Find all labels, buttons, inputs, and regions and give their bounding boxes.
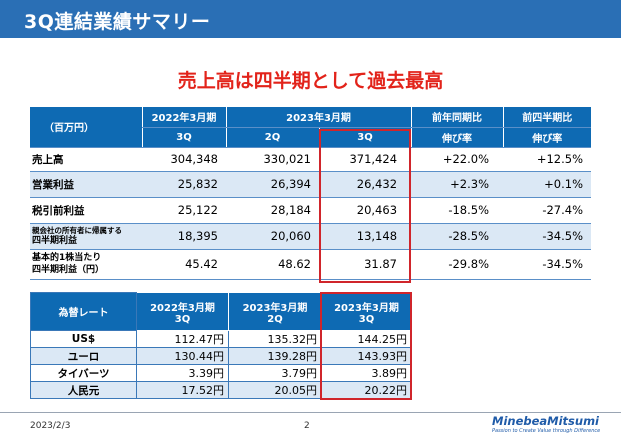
cell-value: 13,148 [319,223,412,250]
cell-value: 45.42 [142,249,226,280]
highlight-box-fx-current-quarter [320,292,412,400]
cell-value: +2.3% [411,171,504,198]
cell-value: 20,060 [226,223,319,250]
highlight-box-current-quarter [319,129,411,283]
col-q2: 2Q [225,127,319,148]
cell-value: +22.0% [411,147,504,172]
row-label: 営業利益 [30,171,142,198]
table-row: 営業利益 25,832 26,394 26,432 +2.3% +0.1% [30,171,592,198]
col-q3-prev: 3Q [141,127,226,148]
cell-value: -18.5% [411,197,504,224]
cell-value: 26,394 [226,171,319,198]
cell-value: +0.1% [503,171,592,198]
slide-title: 3Q連結業績サマリー [24,11,211,33]
row-label-line1: 親会社の所有者に帰属する [32,226,122,235]
cell-value: 371,424 [319,147,412,172]
cell-value: 330,021 [226,147,319,172]
headline: 売上高は四半期として過去最高 [177,70,444,92]
fx-col-line1: 2022年3月期 [150,302,215,314]
fx-col-line2: 3Q [174,313,191,325]
page-number: 2 [304,421,310,431]
cell-value: 28,184 [226,197,319,224]
table-row: 税引前利益 25,122 28,184 20,463 -18.5% -27.4% [30,197,592,224]
fx-currency: タイバーツ [30,364,137,382]
cell-value: 304,348 [142,147,226,172]
cell-value: -28.5% [411,223,504,250]
cell-value: 112.47円 [136,330,229,348]
table-row: ユーロ 130.44円 139.28円 143.93円 [30,347,412,365]
cell-value: -29.8% [411,249,504,280]
fx-rate-table: 為替レート 2022年3月期 3Q 2023年3月期 2Q 2023年3月期 3… [30,292,412,399]
col-fy2023: 2023年3月期 [225,107,412,128]
row-label: 基本的1株当たり 四半期利益（円） [30,249,142,280]
cell-value: 25,122 [142,197,226,224]
row-label-line2: 四半期利益 [32,236,78,246]
fx-col-line2: 2Q [267,313,283,325]
table-row: タイバーツ 3.39円 3.79円 3.89円 [30,364,412,382]
cell-value: 20,463 [319,197,412,224]
company-tagline: Passion to Create Value through Differen… [492,428,601,434]
row-label: 売上高 [30,147,142,172]
fx-currency: US$ [30,330,137,348]
col-fy2022: 2022年3月期 [141,107,226,128]
table-row: 基本的1株当たり 四半期利益（円） 45.42 48.62 31.87 -29.… [30,249,592,280]
cell-value: 130.44円 [136,347,229,365]
cell-value: -27.4% [503,197,592,224]
cell-value: 3.79円 [228,364,322,382]
fx-col: 2023年3月期 3Q [321,292,412,331]
col-qoq-line2: 伸び率 [502,127,592,148]
unit-label: （百万円） [30,107,142,148]
cell-value: -34.5% [503,249,592,280]
footer-date: 2023/2/3 [30,421,71,431]
col-yoy-line2: 伸び率 [410,127,504,148]
table-row: 売上高 304,348 330,021 371,424 +22.0% +12.5… [30,147,592,172]
fx-col-line1: 2023年3月期 [334,302,399,314]
cell-value: 26,432 [319,171,412,198]
fx-col-line1: 2023年3月期 [242,302,308,314]
col-qoq-line1: 前四半期比 [502,107,592,128]
fx-currency: ユーロ [30,347,137,365]
fx-title: 為替レート [30,292,137,331]
cell-value: 135.32円 [228,330,322,348]
footer-divider [0,412,621,413]
results-table: （百万円） 2022年3月期 2023年3月期 前年同期比 前四半期比 3Q 2… [30,107,592,280]
row-label-line1: 基本的1株当たり [32,253,102,263]
row-label: 親会社の所有者に帰属する 四半期利益 [30,223,142,250]
cell-value: 139.28円 [228,347,322,365]
cell-value: +12.5% [503,147,592,172]
table-row: 親会社の所有者に帰属する 四半期利益 18,395 20,060 13,148 … [30,223,592,250]
fx-col: 2023年3月期 2Q [228,292,322,331]
cell-value: 17.52円 [136,381,229,399]
col-yoy-line1: 前年同期比 [410,107,504,128]
row-label-line2: 四半期利益（円） [32,265,105,275]
cell-value: -34.5% [503,223,592,250]
company-logo: MinebeaMitsumi [492,414,600,428]
fx-currency: 人民元 [30,381,137,399]
fx-col-line2: 3Q [358,313,375,325]
slide-header: 3Q連結業績サマリー [0,0,621,38]
row-label: 税引前利益 [30,197,142,224]
cell-value: 48.62 [226,249,319,280]
col-q3-curr: 3Q [318,127,412,148]
cell-value: 3.39円 [136,364,229,382]
cell-value: 20.05円 [228,381,322,399]
cell-value: 18,395 [142,223,226,250]
fx-col: 2022年3月期 3Q [136,292,229,331]
cell-value: 31.87 [319,249,412,280]
cell-value: 144.25円 [321,330,412,348]
cell-value: 25,832 [142,171,226,198]
